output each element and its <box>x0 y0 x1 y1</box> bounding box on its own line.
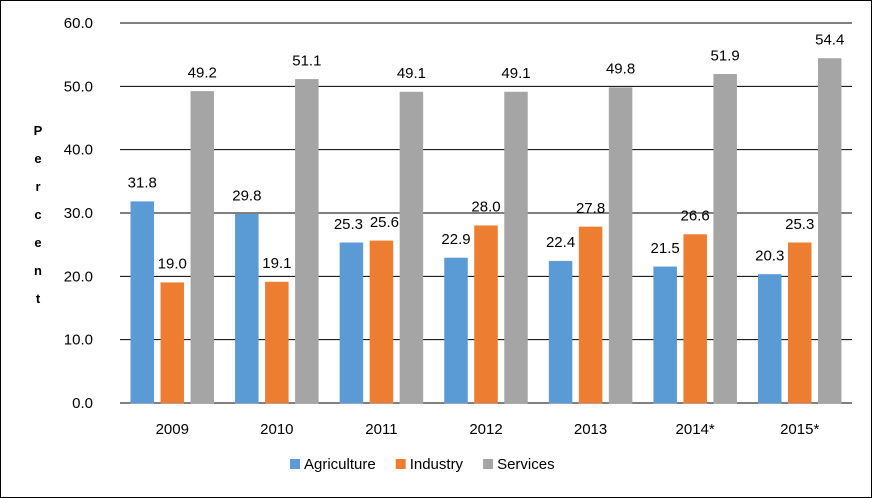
y-tick-label: 30.0 <box>64 205 93 222</box>
data-label: 54.4 <box>815 31 844 48</box>
y-tick-label: 50.0 <box>64 78 93 95</box>
data-label: 21.5 <box>651 240 680 257</box>
data-label: 26.6 <box>681 208 710 225</box>
data-label: 51.9 <box>711 47 740 64</box>
bar-agriculture <box>444 257 468 404</box>
legend-label: Services <box>497 456 555 473</box>
data-label: 22.4 <box>546 234 575 251</box>
bar-industry <box>787 242 812 404</box>
data-label: 22.9 <box>441 231 470 248</box>
bar-services <box>295 79 319 404</box>
data-label: 19.0 <box>158 256 187 273</box>
data-label: 31.8 <box>128 175 157 192</box>
bar-services <box>817 58 842 404</box>
bar-industry <box>683 234 707 404</box>
bar-agriculture <box>653 266 677 404</box>
legend-label: Industry <box>410 456 464 473</box>
bar-services <box>504 91 528 404</box>
data-label: 19.1 <box>262 255 291 272</box>
bar-agriculture <box>235 214 259 404</box>
legend-swatch <box>395 459 406 469</box>
x-tick-label: 2011 <box>365 421 397 438</box>
x-tick-label: 2015* <box>780 421 819 438</box>
bar-agriculture <box>130 201 155 404</box>
y-axis-label-letter: n <box>34 263 42 278</box>
y-axis-label-letter: t <box>36 291 41 306</box>
data-label: 20.3 <box>755 247 784 264</box>
y-tick-label: 0.0 <box>72 395 93 412</box>
legend-swatch <box>290 459 300 469</box>
y-tick-label: 40.0 <box>64 142 93 159</box>
bar-services <box>608 87 633 404</box>
x-tick-label: 2009 <box>156 421 189 438</box>
bar-services <box>399 91 424 404</box>
data-label: 49.8 <box>606 61 635 78</box>
bar-industry <box>474 225 498 404</box>
data-label: 51.1 <box>292 52 321 69</box>
y-axis-ticks: 0.0 10.0 20.0 30.0 40.0 50.0 60.0 <box>64 15 93 412</box>
legend: Agriculture Industry Services <box>290 456 555 473</box>
y-axis-label-letter: P <box>34 123 43 138</box>
bar-agriculture <box>548 260 573 404</box>
x-tick-label: 2010 <box>260 421 293 438</box>
data-label: 25.6 <box>370 214 399 231</box>
data-labels: 31.8 19.0 49.2 29.8 19.1 51.1 25.3 25.6 49.1 22.9… <box>128 31 845 272</box>
x-tick-label: 2014* <box>676 421 715 438</box>
x-axis-ticks: 2009 2010 2011 2012 2013 2014* 2015* <box>156 421 820 438</box>
bar-services <box>190 91 215 404</box>
bar-industry <box>160 282 185 404</box>
bar-industry <box>578 226 603 404</box>
y-axis-label-letter: r <box>35 179 40 194</box>
y-tick-label: 20.0 <box>64 268 93 285</box>
legend-swatch <box>483 459 494 469</box>
y-tick-label: 10.0 <box>64 332 93 349</box>
data-label: 25.3 <box>785 216 814 233</box>
y-axis-label-letter: e <box>34 235 41 250</box>
y-axis-label-letter: e <box>34 151 41 166</box>
bar-industry <box>265 281 289 404</box>
data-label: 27.8 <box>576 200 605 217</box>
bars <box>130 58 842 404</box>
data-label: 49.2 <box>188 64 217 81</box>
x-tick-label: 2012 <box>469 421 502 438</box>
data-label: 29.8 <box>232 187 261 204</box>
data-label: 25.3 <box>334 216 363 233</box>
bar-agriculture <box>339 242 364 404</box>
y-axis-label-letter: c <box>34 207 41 222</box>
data-label: 28.0 <box>471 199 500 216</box>
x-tick-label: 2013 <box>574 421 607 438</box>
bar-agriculture <box>757 274 782 404</box>
legend-label: Agriculture <box>304 456 376 473</box>
data-label: 49.1 <box>501 65 530 82</box>
bar-industry <box>369 240 394 404</box>
bar-services <box>713 74 737 404</box>
y-tick-label: 60.0 <box>64 15 93 32</box>
data-label: 49.1 <box>397 65 426 82</box>
